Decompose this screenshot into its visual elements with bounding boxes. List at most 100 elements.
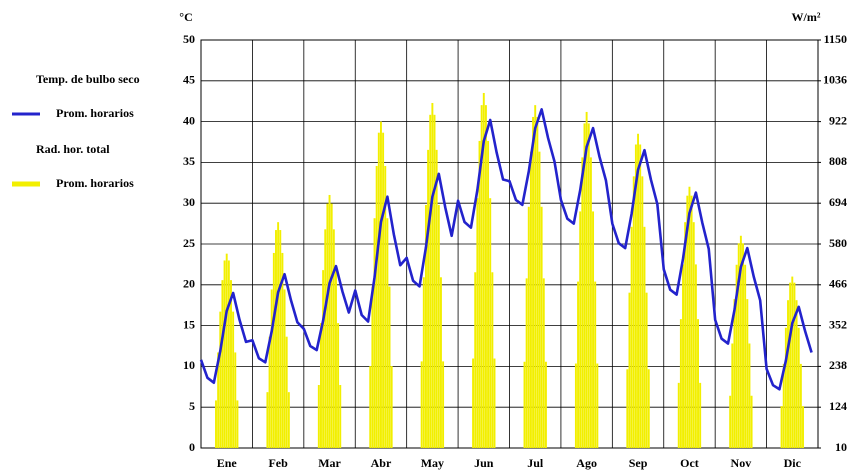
bar [474,272,477,448]
bar [266,392,269,448]
bar [371,286,374,448]
temperature-line [199,108,813,391]
bar [789,282,792,448]
bar [328,194,331,448]
bar [386,218,389,448]
bar [219,311,222,448]
bar [536,116,539,449]
bar [585,111,588,449]
bar [320,323,322,448]
bar [322,270,325,448]
bar [377,132,380,448]
bar [589,157,592,449]
y-tick-label: 40 [183,113,195,127]
bar [634,144,637,449]
bar [626,369,629,448]
x-tick-label: Ago [576,456,597,470]
bar [583,123,586,449]
y-tick-label: 50 [183,32,195,46]
bar [337,323,340,448]
legend-group-title: Rad. hor. total [36,142,110,156]
bar [731,343,734,448]
bar [574,363,577,448]
bar [523,361,526,448]
legend-label: Prom. horarios [56,176,134,190]
bar [737,243,740,448]
x-tick-label: Ene [217,456,238,470]
bar [217,352,220,448]
bar [688,186,691,448]
bar [390,366,393,448]
x-tick-label: Dic [784,456,802,470]
bar [581,157,584,449]
y-tick-label: 10 [183,358,195,372]
bar [784,327,787,448]
bar [744,264,747,448]
bar [478,140,481,448]
bar [285,336,288,448]
bar [645,292,648,448]
bar [431,102,434,448]
bar [221,280,224,448]
bar [476,198,479,448]
bar [335,270,337,448]
bar [223,260,226,448]
y-axis-label: °C [179,10,192,24]
bar [632,176,635,448]
bar [791,276,794,448]
y2-tick-label: 238 [829,358,847,372]
bar [679,319,682,448]
bar [525,278,528,448]
bar [750,395,753,448]
bar [279,230,282,448]
y2-tick-label: 922 [829,113,847,127]
x-tick-label: Mar [318,456,341,470]
y2-tick-label: 10 [835,440,847,454]
bar [442,361,445,448]
bar [594,281,597,448]
bar [782,363,785,448]
bar [232,311,235,448]
y-tick-label: 20 [183,277,195,291]
bar [272,252,275,448]
x-tick-label: May [421,456,444,470]
bar [433,114,436,449]
bar [538,151,541,449]
y-tick-label: 5 [189,399,195,413]
bar [420,361,423,448]
x-tick-label: Feb [268,456,288,470]
bar [375,165,378,448]
bar [787,300,789,448]
bar [540,206,543,448]
bar [532,116,535,449]
bar [684,222,687,448]
bar [793,282,796,448]
bar [643,226,646,448]
y2-tick-label: 466 [829,277,847,291]
bar [637,133,640,448]
x-tick-label: Jun [474,456,494,470]
bar [384,165,387,448]
y-tick-label: 25 [183,236,195,250]
bar [268,336,271,448]
bar [234,352,237,448]
bar [435,149,438,448]
bar [697,319,699,448]
bar [422,277,425,448]
bar [542,278,545,448]
bar [527,206,530,448]
bar [735,264,738,448]
bar [227,260,230,448]
bar [491,272,494,448]
bar [472,358,475,448]
y2-tick-label: 694 [829,195,847,209]
bar [373,218,376,448]
y-tick-label: 45 [183,73,195,87]
x-tick-label: Nov [731,456,752,470]
x-tick-label: Oct [680,456,699,470]
bar [748,343,751,448]
bar [424,204,427,448]
bar [579,211,582,448]
bar [587,123,590,449]
